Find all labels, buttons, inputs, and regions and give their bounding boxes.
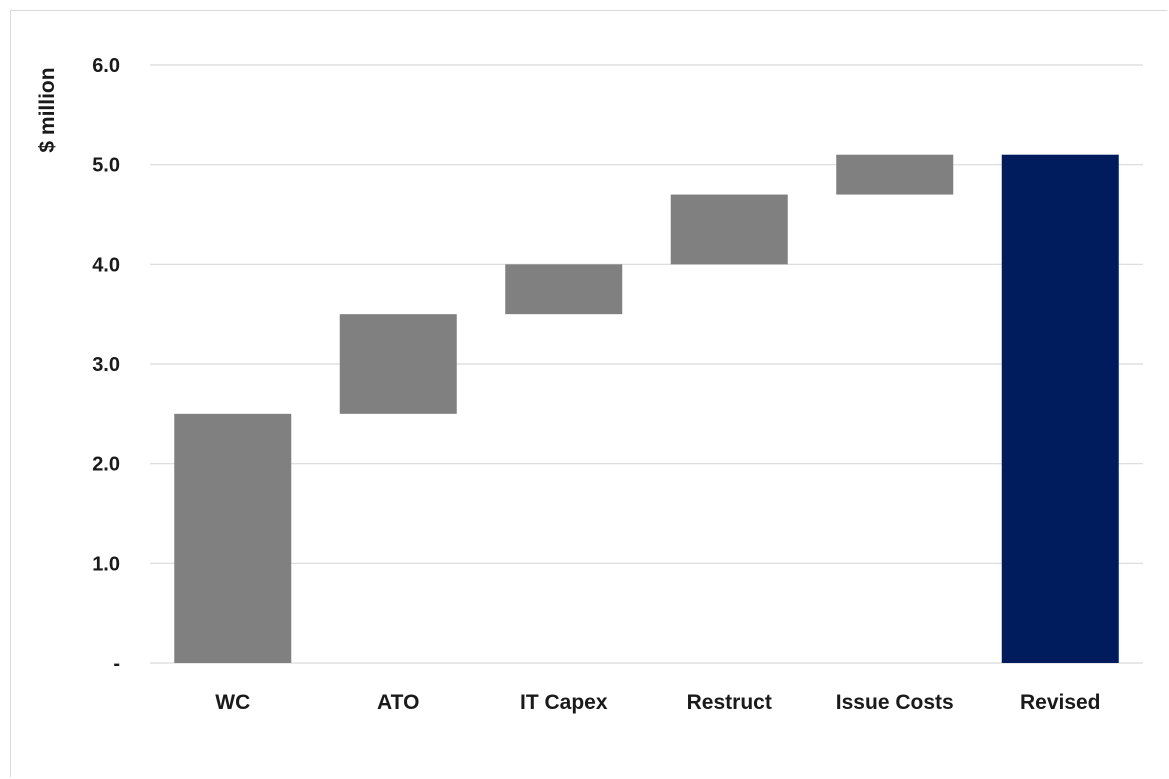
x-tick-label: WC xyxy=(215,691,250,714)
y-axis-label: $ million xyxy=(36,67,59,152)
y-tick-label: 3.0 xyxy=(92,354,120,376)
bar-wc xyxy=(174,413,292,663)
y-tick-labels: - 1.0 2.0 3.0 4.0 5.0 6.0 xyxy=(92,55,120,675)
y-tick-label: 2.0 xyxy=(92,454,120,476)
x-tick-label: IT Capex xyxy=(520,691,608,714)
grid-lines xyxy=(150,64,1143,664)
x-tick-label: Restruct xyxy=(687,691,772,714)
bars xyxy=(174,154,1119,663)
x-tick-labels: WC ATO IT Capex Restruct Issue Costs Revised xyxy=(215,691,1100,714)
bar-issue-costs xyxy=(836,154,954,195)
x-tick-label: ATO xyxy=(377,691,419,714)
y-tick-label: 6.0 xyxy=(92,55,120,77)
bar-restruct xyxy=(670,194,788,265)
x-tick-label: Issue Costs xyxy=(836,691,954,714)
bar-revised xyxy=(1001,154,1119,663)
bar-ato xyxy=(339,314,457,414)
y-tick-label: 1.0 xyxy=(92,553,120,575)
y-tick-label: 4.0 xyxy=(92,254,120,276)
bar-it-capex xyxy=(505,264,623,315)
x-tick-label: Revised xyxy=(1020,691,1101,714)
y-tick-label: - xyxy=(113,653,120,675)
y-tick-label: 5.0 xyxy=(92,155,120,177)
